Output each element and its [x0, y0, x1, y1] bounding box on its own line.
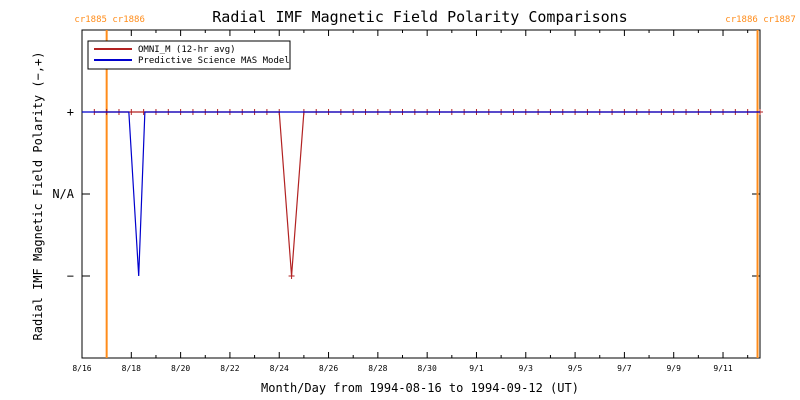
x-tick-label: 9/3 — [519, 364, 534, 373]
carrington-marker-label: cr1886 cr1887 — [725, 15, 795, 25]
x-axis-label: Month/Day from 1994-08-16 to 1994-09-12 … — [261, 381, 579, 395]
y-axis-label: Radial IMF Magnetic Field Polarity (−,+) — [31, 52, 45, 341]
x-tick-label: 8/22 — [220, 364, 239, 373]
x-tick-label: 8/30 — [418, 364, 437, 373]
legend-entry: Predictive Science MAS Model — [138, 56, 290, 66]
plot-frame — [81, 29, 761, 359]
carrington-marker-label: cr1885 cr1886 — [74, 15, 144, 25]
series-line-0 — [94, 111, 760, 277]
x-tick-label: 9/9 — [666, 364, 681, 373]
legend: OMNI_M (12-hr avg)Predictive Science MAS… — [87, 40, 291, 70]
y-tick-label: − — [67, 269, 74, 283]
x-tick-label: 9/7 — [617, 364, 632, 373]
x-tick-label: 8/20 — [171, 364, 190, 373]
data-point — [288, 273, 295, 279]
y-tick-label: N/A — [52, 187, 74, 201]
x-tick-label: 9/5 — [568, 364, 583, 373]
x-tick-label: 8/18 — [122, 364, 141, 373]
series-line-1 — [82, 111, 760, 277]
legend-entry: OMNI_M (12-hr avg) — [138, 45, 236, 55]
x-tick-label: 8/24 — [270, 364, 289, 373]
legend-box — [87, 40, 291, 70]
x-tick-label: 8/16 — [72, 364, 91, 373]
x-tick-label: 9/11 — [713, 364, 732, 373]
x-tick-label: 9/1 — [469, 364, 484, 373]
y-tick-label: + — [67, 105, 74, 119]
x-tick-label: 8/26 — [319, 364, 338, 373]
x-tick-label: 8/28 — [368, 364, 387, 373]
chart-title: Radial IMF Magnetic Field Polarity Compa… — [212, 8, 627, 26]
